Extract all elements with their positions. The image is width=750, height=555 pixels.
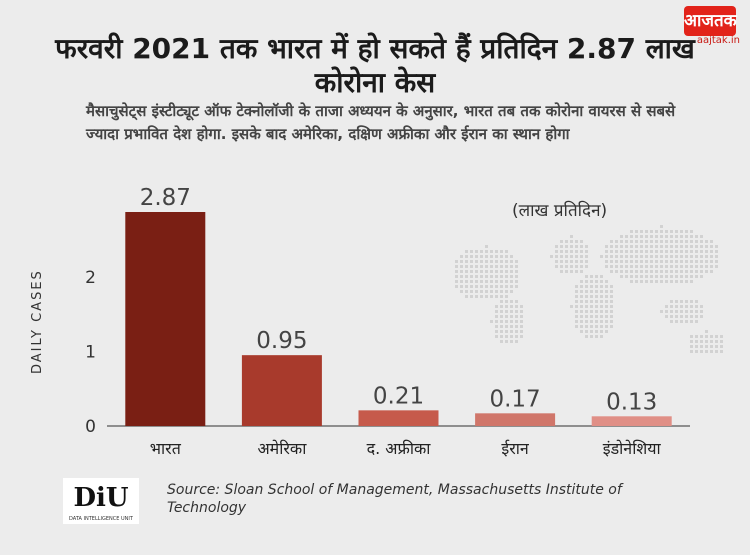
aajtak-logo[interactable]: आजतक aajtak.in [682, 6, 742, 48]
bar-value-label: 0.17 [489, 386, 540, 412]
y-tick-label: 1 [85, 342, 96, 362]
diu-tagline: DATA INTELLIGENCE UNIT [69, 516, 133, 522]
y-tick-label: 0 [85, 417, 96, 437]
headline: फरवरी 2021 तक भारत में हो सकते हैं प्रति… [55, 32, 695, 99]
bar-chart: 0 1 2 2.87 भारत 0.95 अमेरिका 0.21 द. अफ्रीका 0.17… [85, 185, 690, 458]
y-tick-label: 2 [85, 268, 96, 288]
bar-3 [358, 410, 439, 426]
logo-site: aajtak.in [696, 35, 740, 46]
category-label: भारत [150, 439, 182, 458]
category-label: इंडोनेशिया [603, 439, 662, 458]
bar-4 [475, 413, 556, 426]
bar-value-label: 0.95 [256, 328, 307, 354]
bar-2 [241, 355, 322, 426]
subtitle: मैसाचुसेट्स इंस्टीट्यूट ऑफ टेक्नोलॉजी के… [86, 102, 676, 143]
bar-value-label: 0.21 [373, 383, 424, 409]
y-axis-label: DAILY CASES [30, 269, 45, 374]
bar-1 [125, 212, 206, 426]
diu-badge: DiU [73, 483, 129, 513]
world-map-decoration [455, 225, 723, 353]
bar-value-label: 0.13 [606, 389, 657, 415]
category-label: ईरान [501, 439, 530, 458]
bar-value-label: 2.87 [140, 185, 191, 211]
logo-mark: आजतक [684, 6, 737, 36]
source-note: Source: Sloan School of Management, Mass… [167, 482, 622, 516]
bar-5 [591, 416, 672, 426]
diu-logo: DiU DATA INTELLIGENCE UNIT [63, 478, 139, 524]
category-label: द. अफ्रीका [367, 439, 432, 458]
category-label: अमेरिका [257, 439, 307, 458]
unit-label: (लाख प्रतिदिन) [512, 201, 608, 221]
